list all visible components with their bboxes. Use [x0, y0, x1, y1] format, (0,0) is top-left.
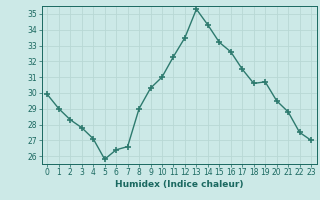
X-axis label: Humidex (Indice chaleur): Humidex (Indice chaleur)	[115, 180, 244, 189]
